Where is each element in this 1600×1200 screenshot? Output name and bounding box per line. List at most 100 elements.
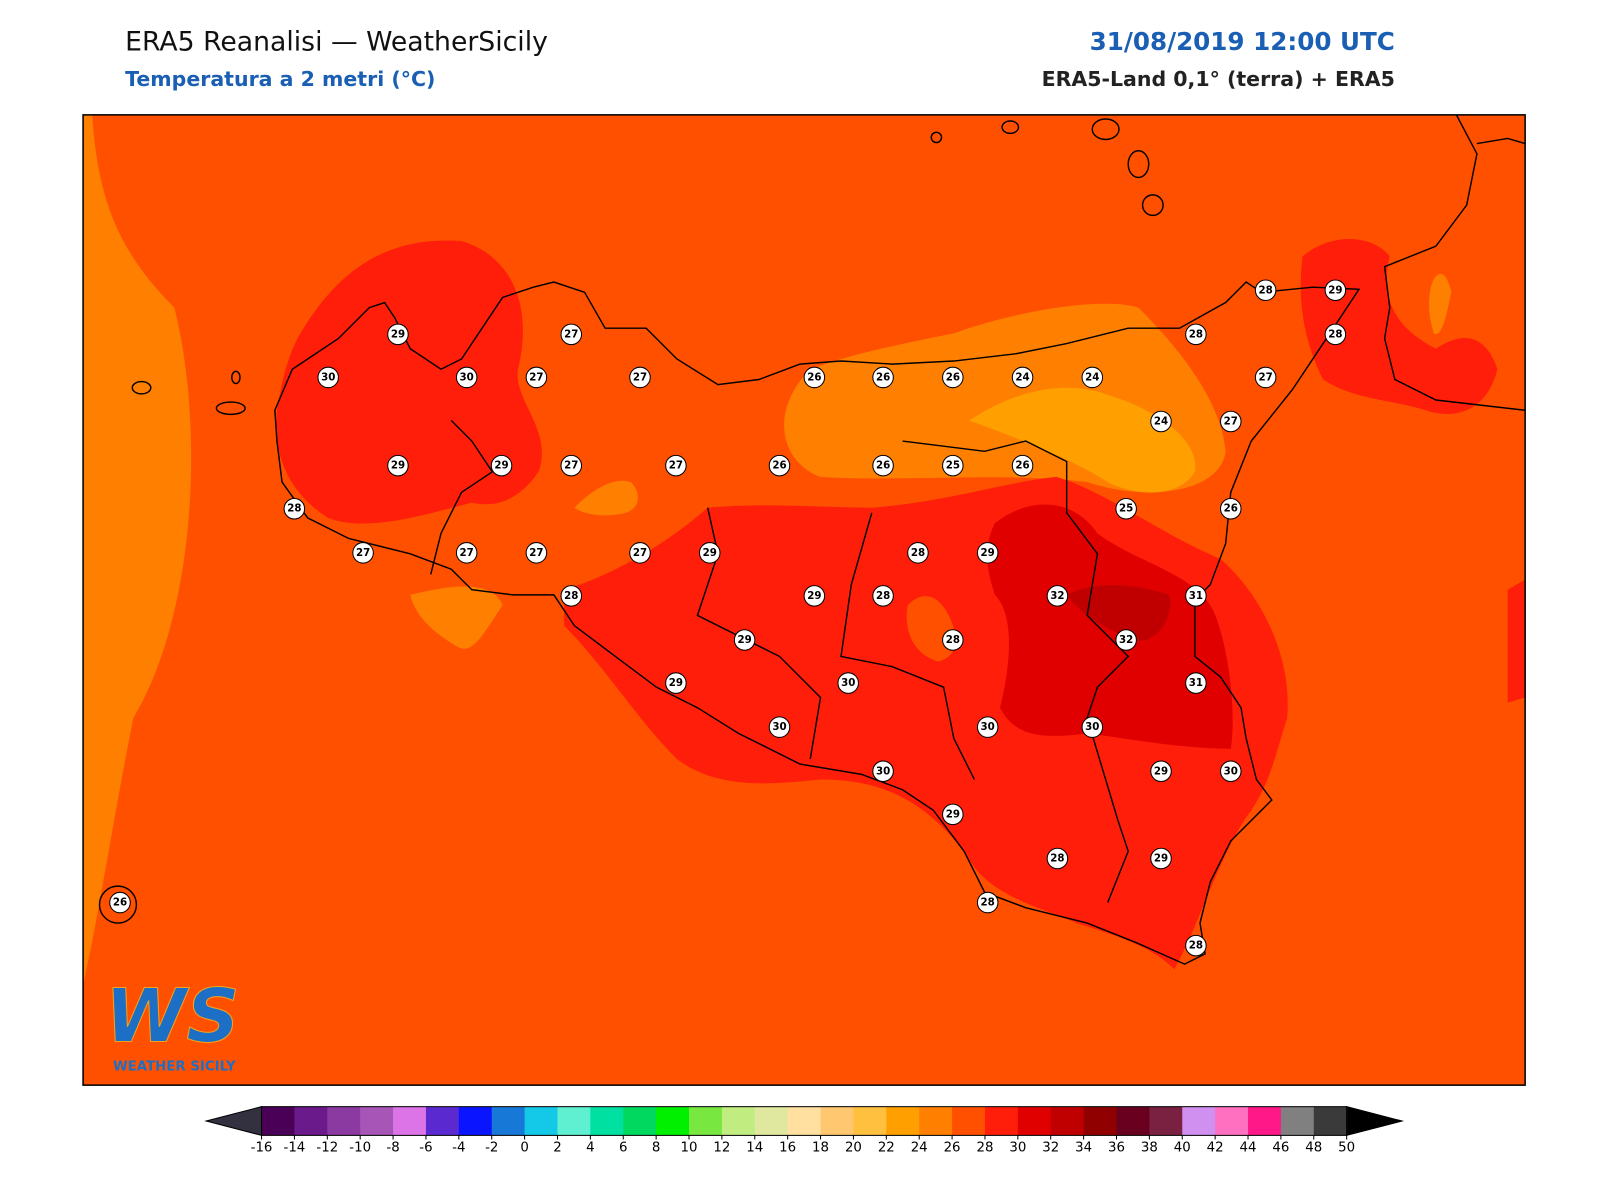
colorbar-tick-label: 10 [681, 1141, 698, 1156]
colorbar-tick-label: 38 [1141, 1141, 1158, 1156]
station-value: 27 [460, 547, 474, 559]
colorbar-tick-label: 4 [586, 1141, 594, 1156]
colorbar-level [919, 1106, 953, 1136]
station-marker [1185, 585, 1207, 607]
colorbar-level [261, 1106, 295, 1136]
station-value: 24 [1085, 371, 1099, 383]
station-marker [455, 366, 478, 389]
station-value: 27 [1224, 416, 1238, 428]
colorbar-level [820, 1106, 854, 1136]
map-frame [82, 114, 1526, 1086]
station-value: 32 [1050, 590, 1064, 602]
colorbar-level [590, 1106, 624, 1136]
station-marker [1011, 454, 1034, 477]
station-value: 31 [1189, 677, 1203, 689]
station-value: 30 [772, 721, 786, 733]
colorbar-level [1083, 1106, 1118, 1136]
colorbar-tick-label: 0 [520, 1141, 528, 1156]
field-32 [1066, 585, 1171, 642]
station-marker [768, 716, 791, 738]
station-marker [1046, 585, 1069, 607]
station-value: 28 [911, 547, 925, 559]
station-value: 28 [1189, 940, 1203, 952]
colorbar-tick-label: 26 [944, 1141, 961, 1156]
colorbar-tick-label: -4 [452, 1141, 465, 1156]
station-marker [1081, 716, 1104, 738]
station-value: 24 [1015, 371, 1029, 383]
colorbar-level [689, 1106, 723, 1136]
colorbar-tick-label: -12 [316, 1141, 338, 1156]
station-marker [907, 542, 929, 564]
station-value: 30 [460, 371, 474, 383]
station-value: 28 [1050, 852, 1064, 864]
colorbar-tick-label: 16 [779, 1141, 796, 1156]
station-marker [387, 454, 409, 477]
map: WS WEATHER SICILY 29 27 30 30 27 27 26 26 26 24 24… [83, 114, 1526, 1086]
colorbar-tick-label: -8 [386, 1141, 399, 1156]
station-value: 29 [494, 460, 508, 472]
station-marker [317, 366, 339, 389]
station-marker [1011, 366, 1034, 389]
colorbar-tick-label: -2 [485, 1141, 498, 1156]
colorbar: -16 -14 -12 -10 -8 -6 -4 -2 0 2 4 6 8 10 12 14 16 18 20 22 2… [204, 1106, 1405, 1156]
station-value: 27 [669, 460, 683, 472]
source: ERA5-Land 0,1° (terra) + ERA5 [1042, 67, 1395, 91]
field-28 [1507, 579, 1526, 703]
logo-mark: WS [105, 974, 240, 1060]
station-marker [1220, 497, 1242, 520]
field-28 [275, 240, 542, 524]
station-value: 29 [703, 547, 717, 559]
colorbar-tick-label: 18 [812, 1141, 829, 1156]
station-value: 25 [1119, 503, 1133, 515]
station-value: 28 [981, 897, 995, 909]
colorbar-tick-label: 32 [1042, 1141, 1059, 1156]
colorbar-level [327, 1106, 361, 1136]
station-value: 28 [287, 503, 301, 515]
station-marker [1081, 366, 1104, 389]
station-value: 29 [946, 808, 960, 820]
colorbar-tick-label: 24 [911, 1141, 928, 1156]
station-marker [698, 542, 721, 564]
station-marker [560, 323, 583, 346]
logo: WS WEATHER SICILY [104, 973, 240, 1075]
station-value: 31 [1189, 590, 1203, 602]
colorbar-tick-label: -10 [349, 1141, 371, 1156]
island [930, 131, 943, 144]
colorbar-level [1050, 1106, 1085, 1136]
logo-text: WEATHER SICILY [113, 1060, 236, 1075]
colorbar-level [952, 1106, 986, 1136]
station-value: 28 [946, 634, 960, 646]
station-marker [1150, 410, 1172, 433]
station-value: 24 [1154, 416, 1168, 428]
station-value: 26 [772, 460, 786, 472]
station-value: 29 [669, 677, 683, 689]
station-marker [665, 454, 687, 477]
station-marker [629, 542, 651, 564]
station-marker [942, 629, 964, 651]
station-marker [1115, 497, 1137, 520]
island [231, 370, 241, 385]
station-marker [872, 585, 894, 607]
station-marker [109, 891, 131, 914]
colorbar-level [1149, 1106, 1183, 1136]
colorbar-tick-label: 12 [713, 1141, 730, 1156]
station-value: 27 [633, 371, 647, 383]
station-value: 26 [876, 371, 890, 383]
station-marker [1254, 366, 1277, 389]
station-marker [976, 891, 999, 914]
field-26 [906, 596, 956, 662]
station-marker [1254, 279, 1277, 302]
colorbar-tick-label: 44 [1240, 1141, 1257, 1156]
colorbar-level [458, 1106, 493, 1136]
colorbar-level [425, 1106, 460, 1136]
field-24 [1429, 273, 1452, 335]
field-28 [1300, 239, 1498, 414]
station-marker [942, 803, 964, 826]
colorbar-tick-label: 2 [553, 1141, 561, 1156]
station-value: 26 [1015, 460, 1029, 472]
station-value: 32 [1119, 634, 1133, 646]
station-value: 29 [1328, 284, 1342, 296]
station-value: 25 [946, 460, 960, 472]
station-marker [1220, 760, 1242, 783]
